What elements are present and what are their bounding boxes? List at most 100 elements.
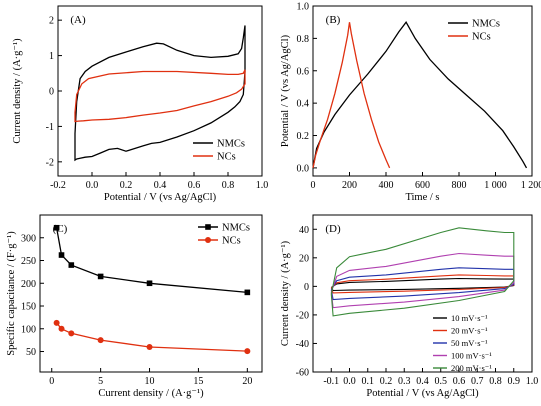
x-tick-label: 1.0	[526, 376, 539, 387]
legend-entry: NMCs	[472, 19, 500, 30]
legend-entry: 200 mV·s⁻¹	[451, 363, 492, 373]
panel-label: (A)	[70, 14, 86, 26]
y-tick-label: 1	[49, 51, 54, 62]
legend-marker	[205, 237, 211, 243]
y-tick-label: 0.0	[297, 163, 310, 174]
x-axis-label: Potential / V (vs Ag/AgCl)	[366, 388, 479, 399]
data-point	[58, 252, 65, 258]
legend-entry: NMCs	[217, 139, 245, 150]
y-tick-label: 0.8	[297, 34, 310, 45]
x-tick-label: -0.1	[323, 376, 339, 387]
legend-entry: NCs	[217, 152, 236, 163]
y-tick-label: 0	[49, 87, 54, 98]
y-axis-label: Specific capacitance / (F·g⁻¹)	[6, 231, 17, 356]
y-tick-label: -2	[46, 157, 54, 168]
y-tick-label: -60	[296, 368, 309, 379]
y-tick-label: 0.6	[297, 66, 310, 77]
panel-d: -0.1 0.0 0.1 0.2 0.3 0.4 0.5 0.6 0.7 0.8 0.9 1.0 -60…	[280, 214, 539, 399]
data-point	[68, 330, 75, 337]
panel-a: -0.2 0.0 0.2 0.4 0.6 0.8 1.0 -2 -1 0 1 2 Potential /…	[12, 5, 269, 203]
legend-entry: NCs	[222, 236, 241, 247]
data-point	[58, 325, 65, 332]
legend-marker	[205, 224, 211, 230]
y-tick-label: 1.0	[297, 2, 310, 13]
x-tick-label: 15	[193, 376, 203, 387]
y-tick-label: 0	[304, 282, 309, 293]
x-axis-label: Time / s	[405, 192, 439, 203]
series-line	[312, 22, 391, 169]
y-axis-label: Current density / (A·g⁻¹)	[280, 240, 291, 346]
x-tick-label: 600	[415, 180, 430, 191]
x-tick-label: 0	[311, 180, 316, 191]
x-tick-label: 0.1	[362, 376, 375, 387]
series-line	[55, 227, 248, 294]
data-point	[97, 337, 104, 344]
x-tick-label: 0.6	[453, 376, 466, 387]
legend-entry: NCs	[472, 32, 491, 43]
data-point	[244, 289, 251, 296]
plot-frame	[57, 5, 263, 177]
y-axis-label: Current density / (A·g⁻¹)	[12, 38, 23, 144]
x-tick-label: 400	[379, 180, 394, 191]
legend-entry: 100 mV·s⁻¹	[451, 351, 492, 361]
series-line	[330, 267, 515, 301]
plot-frame	[39, 214, 263, 373]
data-point	[97, 273, 104, 280]
x-tick-label: 1 000	[484, 180, 507, 191]
legend-entry: 10 mV·s⁻¹	[451, 313, 488, 323]
x-tick-label: 0.8	[489, 376, 502, 387]
series-line	[330, 274, 515, 294]
y-tick-label: 200	[21, 279, 36, 290]
y-tick-label: 2	[49, 16, 54, 27]
y-tick-label: 250	[21, 256, 36, 267]
panel-c: 0 5 10 15 20 50 100 150 200 250 300 Current density…	[6, 214, 263, 399]
y-axis-label: Potential / V (vs Ag/AgCl)	[280, 34, 291, 147]
y-tick-label: 300	[21, 233, 36, 244]
data-point	[244, 348, 251, 355]
y-tick-label: 0.2	[297, 131, 310, 142]
x-axis-label: Potential / V (vs Ag/AgCl)	[104, 192, 217, 203]
legend-entry: NMCs	[222, 223, 250, 234]
y-tick-label: -1	[46, 122, 54, 133]
data-point	[53, 319, 60, 326]
panel-b: 0 200 400 600 800 1 000 1 200 0.0 0.2 0.4 0.6 0.8 1.…	[280, 2, 541, 204]
series-line	[74, 69, 246, 123]
plot-frame	[312, 5, 533, 177]
x-tick-label: 0.8	[222, 180, 235, 191]
y-tick-label: 0.4	[297, 99, 310, 110]
x-tick-label: 0.5	[435, 376, 448, 387]
data-point	[68, 262, 75, 268]
panel-label: (D)	[325, 223, 341, 235]
y-tick-label: 150	[21, 302, 36, 313]
series-line	[312, 21, 528, 169]
y-tick-label: -40	[296, 339, 309, 350]
x-tick-label: 1 200	[521, 180, 541, 191]
series-line	[74, 25, 246, 162]
legend-entry: 20 mV·s⁻¹	[451, 326, 488, 336]
x-tick-label: 0	[49, 376, 54, 387]
x-tick-label: 0.4	[416, 376, 429, 387]
x-tick-label: 0.2	[120, 180, 133, 191]
legend-entry: 50 mV·s⁻¹	[451, 338, 488, 348]
x-tick-label: 0.6	[188, 180, 201, 191]
x-tick-label: 0.7	[471, 376, 484, 387]
x-tick-label: 10	[145, 376, 155, 387]
y-tick-label: 20	[299, 253, 309, 264]
x-axis-label: Current density / (A·g⁻¹)	[98, 388, 204, 399]
x-tick-label: 0.0	[86, 180, 99, 191]
x-tick-label: 1.0	[256, 180, 269, 191]
y-tick-label: -20	[296, 310, 309, 321]
x-tick-label: 0.3	[398, 376, 411, 387]
series-line	[330, 277, 515, 292]
y-tick-label: 50	[26, 347, 36, 358]
x-tick-label: 0.2	[380, 376, 393, 387]
x-tick-label: 200	[342, 180, 357, 191]
panel-label: (B)	[326, 14, 341, 26]
data-point	[53, 224, 60, 231]
x-tick-label: 800	[452, 180, 467, 191]
series-line	[330, 252, 515, 309]
y-tick-label: 40	[299, 225, 309, 236]
x-tick-label: 5	[98, 376, 103, 387]
x-tick-label: 0.9	[508, 376, 521, 387]
